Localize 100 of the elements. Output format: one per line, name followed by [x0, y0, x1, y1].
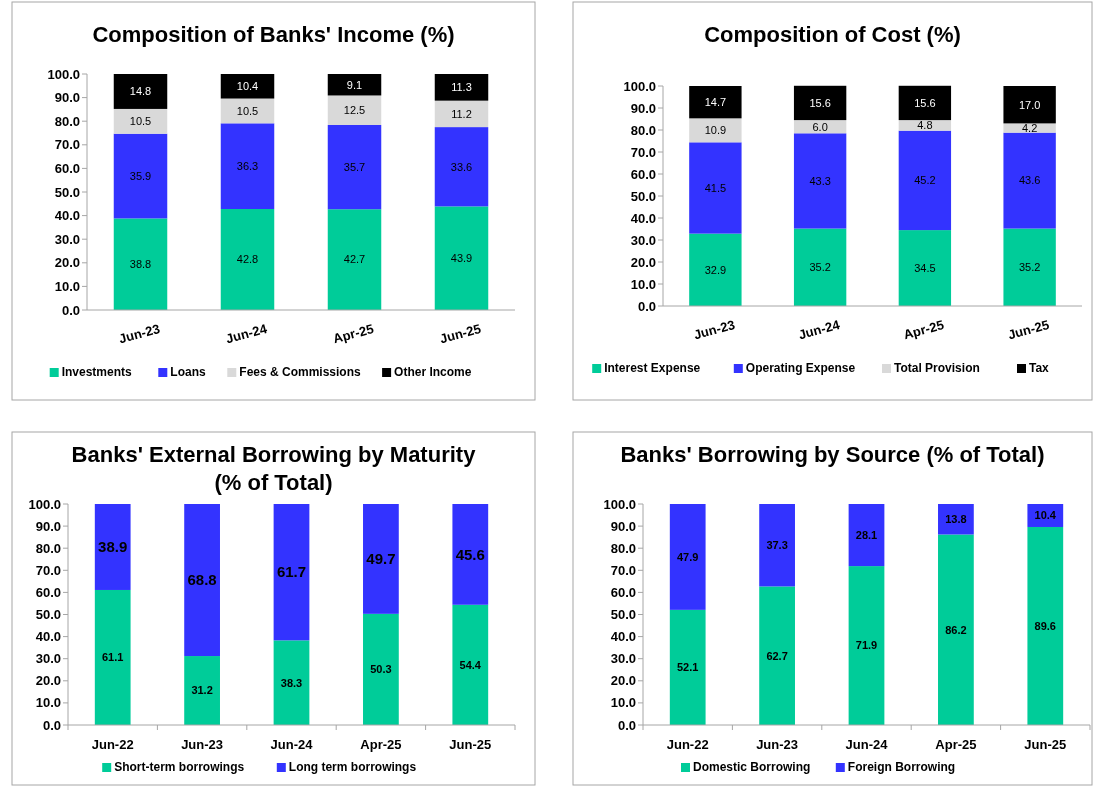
data-label: 37.3 [766, 539, 788, 552]
bar [113, 133, 168, 219]
data-label: 13.8 [945, 513, 967, 526]
data-label: 50.3 [370, 663, 392, 676]
bar [363, 613, 399, 725]
bar [452, 604, 489, 725]
x-tick-label: Jun-24 [270, 737, 314, 752]
bar [669, 504, 706, 610]
chart-title: Composition of Cost (%) [704, 22, 961, 47]
legend-label: Total Provision [894, 361, 980, 375]
data-label: 43.9 [450, 252, 473, 265]
bar [273, 640, 310, 725]
data-label: 9.1 [346, 78, 363, 91]
data-label: 41.5 [704, 181, 727, 194]
y-tick-label: 50.0 [35, 607, 61, 623]
bar [113, 74, 168, 109]
bar [898, 85, 952, 121]
y-tick-label: 30.0 [610, 651, 636, 667]
bar [327, 95, 382, 125]
y-tick-label: 70.0 [54, 137, 80, 153]
x-tick-label: Jun-24 [224, 320, 270, 347]
x-tick-label: Jun-23 [756, 737, 799, 752]
bar [113, 108, 168, 134]
y-tick-label: 80.0 [35, 540, 61, 556]
y-tick-label: 30.0 [630, 232, 656, 248]
x-tick-label: Jun-22 [666, 737, 709, 752]
y-tick-label: 70.0 [630, 144, 656, 160]
x-tick-label: Jun-25 [1006, 316, 1051, 343]
y-tick-label: 80.0 [54, 113, 80, 129]
bar [848, 566, 885, 725]
data-label: 43.6 [1018, 174, 1041, 187]
y-tick-label: 10.0 [630, 276, 656, 292]
legend-label: Short-term borrowings [114, 760, 245, 774]
y-tick-label: 90.0 [54, 90, 80, 106]
x-tick-label: Apr-25 [935, 737, 977, 752]
x-tick-label: Jun-22 [91, 737, 134, 752]
data-label: 34.5 [914, 261, 936, 274]
data-label: 45.2 [914, 174, 936, 187]
bar [689, 118, 742, 143]
y-tick-label: 50.0 [54, 184, 80, 200]
y-tick-label: 40.0 [54, 208, 80, 224]
data-label: 17.0 [1018, 98, 1041, 111]
y-tick-label: 100.0 [623, 78, 656, 94]
data-label: 35.7 [343, 160, 366, 173]
y-tick-label: 60.0 [610, 584, 636, 600]
y-tick-label: 0.0 [637, 298, 656, 314]
legend-label: Operating Expense [745, 361, 856, 375]
bar [94, 589, 131, 725]
data-label: 11.3 [451, 81, 472, 94]
bar [434, 74, 489, 101]
bar [848, 504, 885, 567]
y-tick-label: 30.0 [54, 231, 80, 247]
bar [793, 85, 847, 121]
data-label: 61.7 [276, 563, 307, 581]
y-tick-label: 70.0 [610, 562, 636, 578]
bar [327, 74, 382, 96]
data-label: 35.9 [129, 169, 152, 182]
x-tick-label: Jun-23 [117, 320, 162, 347]
y-tick-label: 0.0 [61, 302, 80, 318]
y-tick-label: 100.0 [28, 496, 61, 512]
data-label: 6.0 [812, 120, 828, 133]
bar [434, 100, 489, 128]
bar [898, 120, 952, 131]
legend-label: Fees & Commissions [239, 365, 361, 379]
bar [793, 228, 847, 306]
bar [938, 534, 974, 725]
bar [273, 504, 310, 641]
x-tick-label: Jun-23 [692, 316, 737, 343]
bar [669, 609, 706, 725]
x-tick-label: Apr-25 [331, 321, 376, 347]
data-label: 42.7 [343, 253, 366, 266]
bar [759, 586, 795, 725]
chart-title: Banks' Borrowing by Source (% of Total) [620, 442, 1045, 467]
data-label: 36.3 [236, 160, 259, 173]
data-label: 4.2 [1021, 121, 1038, 134]
y-tick-label: 10.0 [35, 695, 61, 711]
y-tick-label: 80.0 [610, 540, 636, 556]
legend-label: Interest Expense [604, 361, 701, 375]
bar [363, 504, 399, 614]
data-label: 71.9 [855, 639, 878, 652]
y-tick-label: 70.0 [35, 562, 61, 578]
data-label: 62.7 [766, 649, 788, 662]
data-label: 49.7 [366, 550, 396, 568]
bar [759, 504, 795, 587]
bar [898, 130, 952, 231]
bar [689, 233, 742, 306]
data-label: 54.4 [459, 658, 482, 671]
data-label: 14.7 [704, 96, 727, 109]
y-tick-label: 90.0 [610, 518, 636, 534]
legend-label: Investments [61, 365, 133, 379]
y-tick-label: 0.0 [42, 717, 61, 733]
data-label: 14.8 [129, 85, 152, 98]
legend-label: Foreign Borrowing [847, 760, 956, 774]
bar [689, 86, 742, 119]
y-tick-label: 90.0 [35, 518, 61, 534]
data-label: 10.4 [236, 80, 259, 93]
data-label: 15.6 [914, 96, 936, 109]
data-label: 32.9 [704, 263, 727, 276]
y-tick-label: 30.0 [35, 651, 61, 667]
x-tick-label: Jun-24 [796, 316, 842, 343]
